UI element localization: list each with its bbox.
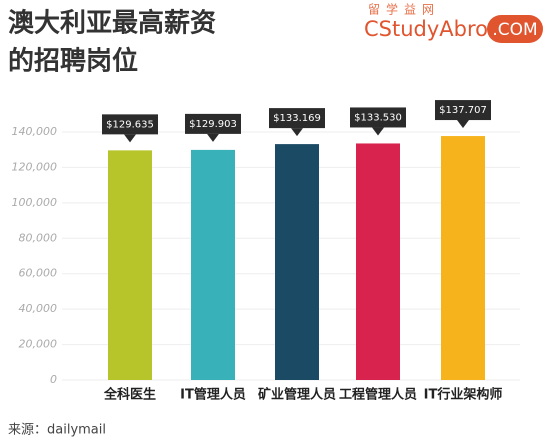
value-label-box — [350, 107, 406, 128]
value-label-pointer — [457, 120, 469, 129]
value-label-pointer — [207, 133, 219, 142]
title-line: 澳大利亚最高薪资 — [8, 8, 216, 39]
title-line: 的招聘岗位 — [8, 46, 138, 77]
x-tick-label: 全科医生 — [103, 387, 156, 403]
bar — [441, 136, 485, 380]
bar — [275, 144, 319, 380]
y-tick-label: 40,000 — [19, 302, 58, 315]
y-tick-label: 60,000 — [19, 267, 58, 280]
x-tick-label: 工程管理人员 — [339, 387, 417, 403]
y-tick-label: 20,000 — [19, 338, 58, 351]
value-label-pointer — [372, 127, 384, 136]
logo-cn: 留学益网 — [368, 2, 440, 17]
logo-badge — [487, 15, 543, 43]
value-label-box — [185, 113, 241, 134]
value-label-box — [435, 100, 491, 121]
y-tick-label: 100,000 — [12, 196, 58, 209]
logo-suffix: .COM — [492, 20, 537, 40]
value-label-pointer — [124, 134, 136, 143]
bar — [356, 143, 400, 380]
value-label: $133.169 — [273, 113, 321, 124]
bar — [191, 149, 235, 380]
bar — [108, 150, 152, 380]
value-label-box — [102, 114, 158, 135]
x-tick-label: 矿业管理人员 — [258, 387, 336, 403]
y-tick-label: 140,000 — [12, 125, 58, 138]
value-label-box — [269, 108, 325, 129]
x-tick-label: IT管理人员 — [180, 387, 246, 403]
y-tick-label: 120,000 — [12, 160, 58, 173]
value-label-pointer — [291, 128, 303, 137]
y-tick-label: 80,000 — [19, 231, 58, 244]
value-label: $133.530 — [354, 112, 402, 123]
value-label: $129.635 — [106, 119, 154, 130]
y-tick-label: 0 — [50, 373, 57, 386]
x-tick-label: IT行业架构师 — [424, 387, 503, 403]
value-label: $137.707 — [439, 105, 487, 116]
value-label: $129.903 — [189, 119, 237, 130]
source: 来源：dailymail — [8, 423, 106, 438]
